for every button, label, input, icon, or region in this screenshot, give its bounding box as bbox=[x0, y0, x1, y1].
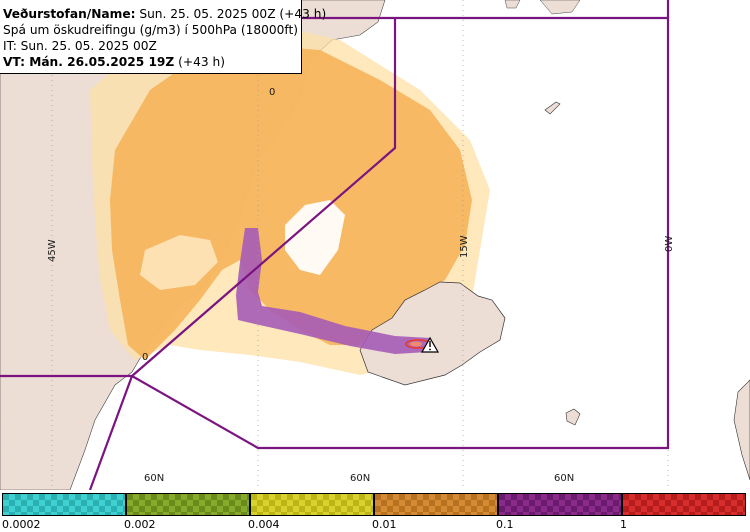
legend-threshold-label: 0.1 bbox=[496, 518, 514, 531]
jan-mayen-island bbox=[544, 101, 561, 115]
lon-label-15w: 15W bbox=[459, 235, 470, 258]
legend-color-bin bbox=[498, 493, 622, 516]
info-name-label: Veðurstofan/Name: bbox=[3, 7, 136, 21]
ash-dispersion-map[interactable]: 45W 15W 0W 60N 60N 60N 0 0 bbox=[0, 0, 750, 490]
info-valid-time-label: VT: Mán. 26.05.2025 19Z bbox=[3, 55, 175, 69]
legend-color-bin bbox=[250, 493, 374, 516]
legend-color-bin bbox=[126, 493, 250, 516]
legend-threshold-label: 1 bbox=[620, 518, 627, 531]
arctic-island bbox=[539, 0, 581, 15]
legend-color-bin bbox=[374, 493, 498, 516]
info-valid-time-value: (+43 h) bbox=[178, 55, 225, 69]
legend-color-bin bbox=[622, 493, 746, 516]
legend-threshold-label: 0.01 bbox=[372, 518, 397, 531]
legend-threshold-label: 0.0002 bbox=[2, 518, 41, 531]
ash-clear-area bbox=[140, 235, 218, 290]
fir-boundary bbox=[0, 0, 670, 490]
lat-label-60n: 60N bbox=[144, 473, 164, 484]
ash-clear-area bbox=[285, 200, 345, 275]
info-row-description: Spá um öskudreifingu (g/m3) í 500hPa (18… bbox=[3, 23, 298, 37]
contour-label: 0 bbox=[142, 352, 148, 363]
iceland-landmass bbox=[359, 281, 506, 386]
lon-label-45w: 45W bbox=[47, 239, 58, 262]
info-name-value: Sun. 25. 05. 2025 00Z (+43 h) bbox=[139, 7, 327, 21]
legend-threshold-label: 0.002 bbox=[124, 518, 156, 531]
lat-label-60n: 60N bbox=[554, 473, 574, 484]
forecast-info-box: Veðurstofan/Name: Sun. 25. 05. 2025 00Z … bbox=[0, 0, 326, 74]
legend-threshold-label: 0.004 bbox=[248, 518, 280, 531]
lon-label-0w: 0W bbox=[664, 236, 675, 252]
ash-plume-orange bbox=[110, 45, 472, 360]
faroe-islands bbox=[565, 408, 581, 426]
ash-core-red bbox=[410, 341, 422, 347]
contour-label: 0 bbox=[269, 87, 275, 98]
info-row-name: Veðurstofan/Name: Sun. 25. 05. 2025 00Z … bbox=[3, 6, 326, 22]
legend-color-bin bbox=[2, 493, 126, 516]
ash-band-purple bbox=[236, 228, 430, 354]
concentration-legend: 0.0002 0.002 0.004 0.01 0.1 1 bbox=[0, 490, 750, 532]
info-row-issue-time: IT: Sun. 25. 05. 2025 00Z bbox=[3, 39, 157, 53]
norway-coast bbox=[733, 379, 750, 481]
lat-label-60n: 60N bbox=[350, 473, 370, 484]
info-row-valid-time: VT: Mán. 26.05.2025 19Z (+43 h) bbox=[3, 54, 301, 70]
volcano-icon[interactable] bbox=[420, 336, 440, 353]
arctic-island bbox=[504, 0, 521, 9]
